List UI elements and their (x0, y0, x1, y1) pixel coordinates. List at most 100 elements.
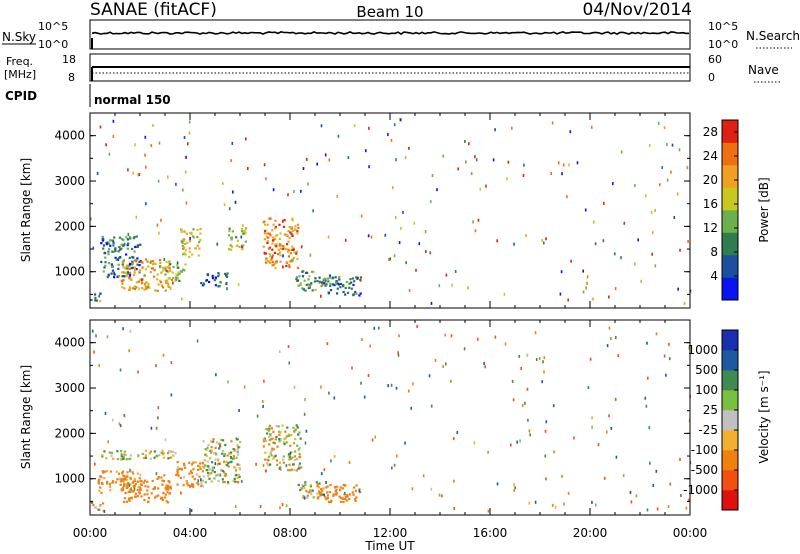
velocity-cell (308, 491, 311, 494)
velocity-cell (282, 455, 285, 458)
power-ytick-label: 3000 (54, 174, 85, 188)
power-cell (302, 288, 305, 291)
power-x-axis (89, 113, 691, 308)
velocity-cell (168, 481, 171, 484)
velocity-cell (121, 472, 124, 475)
power-noise-cell (569, 130, 572, 134)
power-cell (345, 281, 348, 284)
power-cell (331, 283, 335, 286)
power-noise-cell (670, 170, 672, 174)
velocity-cell (162, 491, 165, 495)
velocity-cell (272, 457, 275, 460)
velocity-noise-cell (279, 350, 281, 353)
velocity-cell (124, 476, 127, 479)
power-cell (164, 273, 167, 276)
velocity-noise-cell (238, 409, 240, 412)
power-cell (334, 276, 337, 279)
power-cell (99, 300, 102, 303)
velocity-cell (221, 449, 224, 452)
power-cell (123, 287, 126, 290)
velocity-noise-cell (554, 505, 557, 509)
power-cell (138, 260, 141, 263)
velocity-noise-cell (170, 393, 173, 397)
power-cell (104, 261, 107, 264)
velocity-noise-cell (529, 433, 531, 437)
velocity-noise-cell (591, 416, 593, 420)
velocity-cell (129, 490, 132, 494)
velocity-cell (289, 444, 292, 447)
power-cell (242, 232, 245, 235)
velocity-cell (185, 480, 188, 483)
power-cell (121, 263, 124, 266)
velocity-noise-cell (608, 326, 611, 330)
power-noise-cell (650, 210, 653, 214)
power-cell (162, 266, 165, 269)
velocity-noise-cell (567, 491, 570, 495)
power-noise-cell (511, 126, 513, 130)
velocity-cell (310, 493, 313, 496)
power-noise-cell (429, 251, 432, 255)
velocity-colorbar-tick-label: 25 (703, 403, 718, 417)
velocity-cell (224, 474, 227, 477)
power-noise-cell (141, 278, 143, 282)
power-colorbar-label: Power [dB] (757, 177, 771, 242)
velocity-noise-cell (430, 404, 433, 408)
power-cell (295, 252, 298, 255)
power-cell (271, 248, 274, 251)
velocity-cell (294, 437, 297, 441)
power-cell (118, 236, 122, 239)
velocity-cell (274, 438, 277, 441)
velocity-noise-cell (538, 357, 541, 361)
velocity-cell (287, 434, 291, 438)
velocity-cell (212, 438, 215, 441)
power-cell (122, 261, 125, 264)
velocity-noise-cell (516, 440, 518, 444)
velocity-cell (277, 430, 281, 433)
power-cell (188, 255, 191, 258)
velocity-cell (153, 456, 156, 459)
power-cell (139, 278, 142, 281)
velocity-cell (222, 470, 225, 473)
velocity-cell (204, 448, 207, 451)
velocity-noise-cell (137, 370, 139, 374)
velocity-cell (199, 462, 202, 465)
power-cell (287, 255, 291, 258)
velocity-noise-cell (422, 474, 425, 478)
power-cell (128, 288, 131, 291)
velocity-cell (298, 467, 301, 470)
velocity-cell (293, 455, 297, 458)
velocity-cell (157, 494, 160, 497)
velocity-noise-cell (378, 326, 380, 330)
power-cell (339, 286, 342, 289)
velocity-cell (176, 471, 179, 475)
power-cell (131, 287, 135, 290)
power-cell (308, 286, 311, 289)
power-cell (113, 273, 116, 276)
velocity-cell (298, 456, 301, 459)
velocity-cell (137, 485, 140, 488)
power-cell (128, 262, 132, 265)
power-noise-cell (223, 203, 226, 207)
velocity-cell (205, 454, 208, 457)
velocity-noise-cell (320, 385, 322, 389)
power-cell (114, 256, 117, 259)
power-cell (168, 260, 171, 263)
power-cell (169, 263, 172, 266)
power-cell (133, 250, 136, 253)
velocity-cell (318, 490, 321, 493)
power-cell (122, 279, 125, 282)
power-cell (171, 271, 174, 274)
power-noise-cell (176, 261, 179, 265)
power-cell (211, 274, 214, 278)
power-cell (271, 261, 274, 264)
velocity-cell (235, 456, 238, 459)
velocity-noise-cell (528, 501, 531, 505)
power-noise-cell (138, 287, 140, 291)
power-cell (301, 270, 304, 273)
velocity-noise-cell (603, 476, 606, 480)
velocity-cell (215, 441, 218, 444)
velocity-cell (157, 476, 160, 479)
power-cell (188, 247, 191, 250)
velocity-cell (222, 460, 226, 463)
